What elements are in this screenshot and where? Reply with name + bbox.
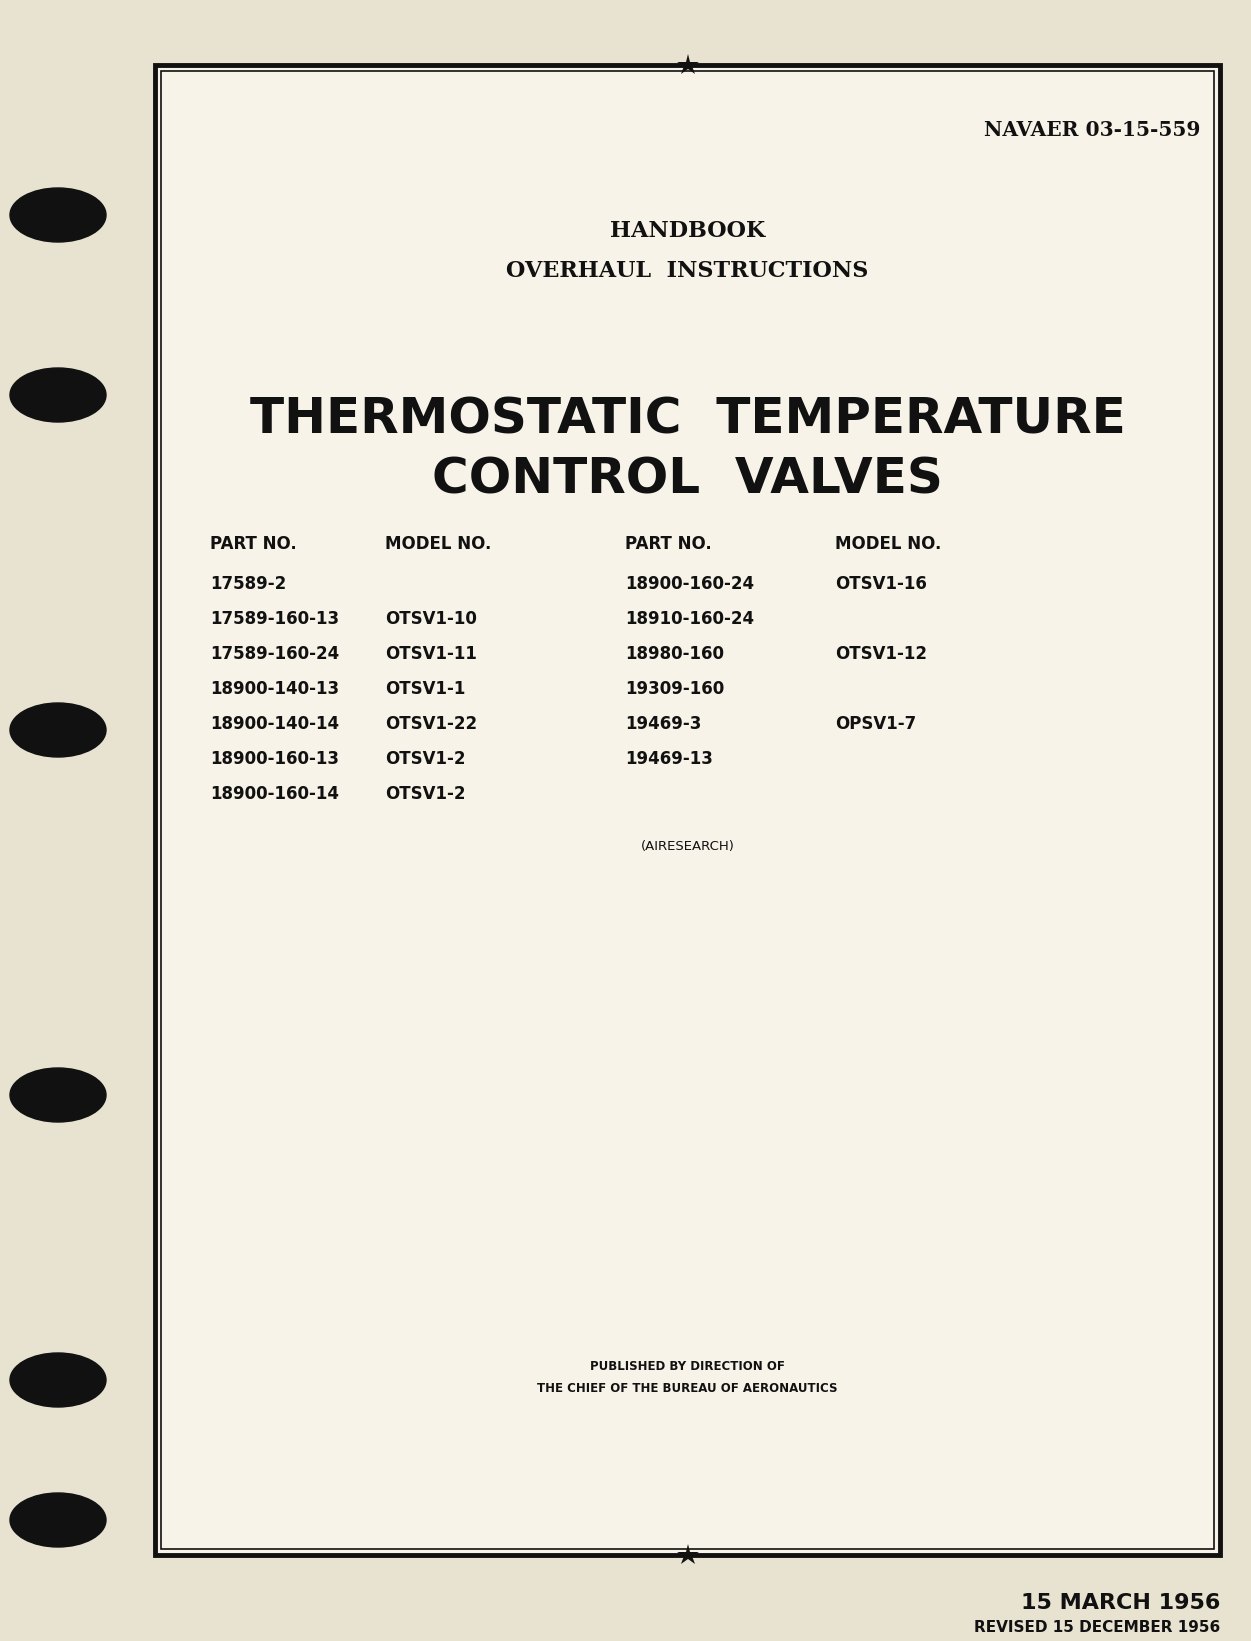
Text: PART NO.: PART NO.: [210, 535, 296, 553]
Ellipse shape: [10, 1352, 106, 1406]
Ellipse shape: [10, 368, 106, 422]
Text: 19469-3: 19469-3: [626, 715, 702, 734]
Ellipse shape: [10, 189, 106, 241]
Text: OTSV1-2: OTSV1-2: [385, 750, 465, 768]
Text: (AIRESEARCH): (AIRESEARCH): [641, 840, 734, 853]
Text: REVISED 15 DECEMBER 1956: REVISED 15 DECEMBER 1956: [973, 1620, 1220, 1634]
Text: OTSV1-16: OTSV1-16: [834, 574, 927, 592]
Text: OTSV1-2: OTSV1-2: [385, 784, 465, 802]
Text: 18910-160-24: 18910-160-24: [626, 610, 754, 629]
Text: 17589-160-13: 17589-160-13: [210, 610, 339, 629]
Text: MODEL NO.: MODEL NO.: [834, 535, 941, 553]
Text: MODEL NO.: MODEL NO.: [385, 535, 492, 553]
Text: 18980-160: 18980-160: [626, 645, 724, 663]
Text: 15 MARCH 1956: 15 MARCH 1956: [1021, 1593, 1220, 1613]
Ellipse shape: [10, 702, 106, 757]
Text: CONTROL  VALVES: CONTROL VALVES: [432, 455, 943, 504]
Text: PUBLISHED BY DIRECTION OF: PUBLISHED BY DIRECTION OF: [590, 1360, 784, 1374]
Text: 18900-160-14: 18900-160-14: [210, 784, 339, 802]
Text: 19309-160: 19309-160: [626, 679, 724, 697]
Text: OTSV1-12: OTSV1-12: [834, 645, 927, 663]
Text: 19469-13: 19469-13: [626, 750, 713, 768]
Text: HANDBOOK: HANDBOOK: [610, 220, 766, 241]
Bar: [161, 71, 1213, 1549]
Text: OTSV1-11: OTSV1-11: [385, 645, 477, 663]
Text: OVERHAUL  INSTRUCTIONS: OVERHAUL INSTRUCTIONS: [507, 259, 868, 282]
Text: THE CHIEF OF THE BUREAU OF AERONAUTICS: THE CHIEF OF THE BUREAU OF AERONAUTICS: [537, 1382, 838, 1395]
Ellipse shape: [10, 1493, 106, 1547]
Text: 17589-160-24: 17589-160-24: [210, 645, 339, 663]
Text: 18900-140-13: 18900-140-13: [210, 679, 339, 697]
Text: PART NO.: PART NO.: [626, 535, 712, 553]
Text: NAVAER 03-15-559: NAVAER 03-15-559: [983, 120, 1200, 139]
Ellipse shape: [10, 1068, 106, 1122]
Text: OPSV1-7: OPSV1-7: [834, 715, 916, 734]
Text: OTSV1-1: OTSV1-1: [385, 679, 465, 697]
Bar: [155, 66, 1220, 1556]
Text: 18900-160-24: 18900-160-24: [626, 574, 754, 592]
Text: THERMOSTATIC  TEMPERATURE: THERMOSTATIC TEMPERATURE: [250, 395, 1126, 443]
Bar: [155, 66, 1220, 1556]
Text: 17589-2: 17589-2: [210, 574, 286, 592]
Text: 18900-160-13: 18900-160-13: [210, 750, 339, 768]
Text: 18900-140-14: 18900-140-14: [210, 715, 339, 734]
Text: OTSV1-22: OTSV1-22: [385, 715, 477, 734]
Text: OTSV1-10: OTSV1-10: [385, 610, 477, 629]
